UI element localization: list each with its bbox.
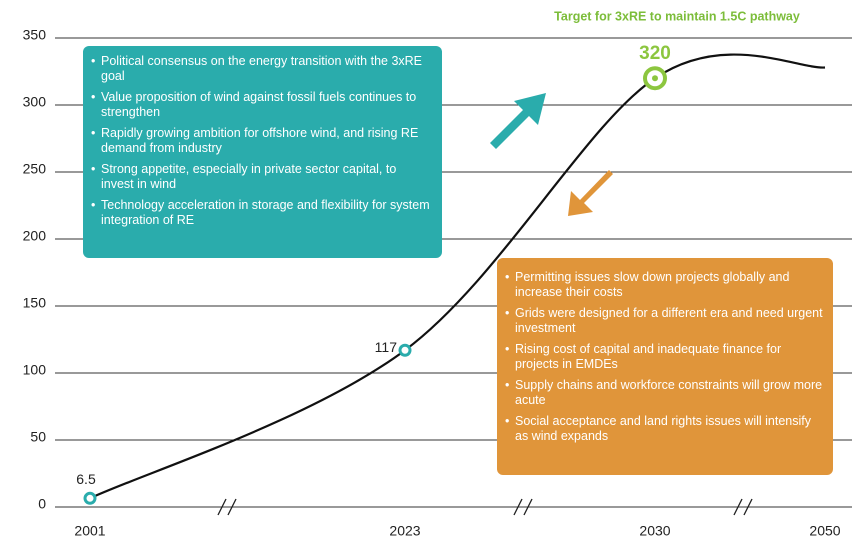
- marker-dot: [652, 75, 658, 82]
- x-tick-label: 2030: [639, 523, 670, 539]
- bullet-item: Rising cost of capital and inadequate fi…: [505, 342, 823, 372]
- y-tick-label: 250: [23, 161, 47, 177]
- x-tick-label: 2050: [809, 523, 840, 539]
- value-label: 117: [375, 339, 398, 355]
- y-tick-label: 200: [23, 228, 47, 244]
- bullet-item: Value proposition of wind against fossil…: [91, 90, 432, 120]
- y-tick-label: 50: [30, 429, 46, 445]
- plot: 6.5 117 320: [76, 43, 826, 505]
- y-tick-label: 150: [23, 295, 47, 311]
- value-label: 6.5: [76, 471, 96, 487]
- y-tick-label: 0: [38, 496, 46, 512]
- marker: [398, 343, 412, 357]
- y-tick-label: 300: [23, 94, 47, 110]
- bullet-item: Social acceptance and land rights issues…: [505, 414, 823, 444]
- axis-breaks: [217, 498, 753, 516]
- y-tick-label: 100: [23, 362, 47, 378]
- up-arrow: [490, 93, 546, 149]
- bullet-item: Supply chains and workforce constraints …: [505, 378, 823, 408]
- line: [89, 53, 826, 500]
- down-arrow: [568, 170, 613, 216]
- barriers-box: Permitting issues slow down projects glo…: [497, 258, 833, 475]
- x-tick-label: 2001: [74, 523, 105, 539]
- marker: [83, 491, 97, 505]
- chart-title: Target for 3xRE to maintain 1.5C pathway: [554, 9, 800, 23]
- bullet-item: Political consensus on the energy transi…: [91, 54, 432, 84]
- bullet-item: Permitting issues slow down projects glo…: [505, 270, 823, 300]
- bullet-item: Grids were designed for a different era …: [505, 306, 823, 336]
- drivers-box: Political consensus on the energy transi…: [83, 46, 442, 258]
- bullet-item: Technology acceleration in storage and f…: [91, 198, 432, 228]
- bullet-item: Rapidly growing ambition for offshore wi…: [91, 126, 432, 156]
- x-tick-label: 2023: [389, 523, 420, 539]
- y-tick-label: 350: [23, 27, 47, 43]
- value-label: 320: [639, 43, 671, 64]
- bullet-item: Strong appetite, especially in private s…: [91, 162, 432, 192]
